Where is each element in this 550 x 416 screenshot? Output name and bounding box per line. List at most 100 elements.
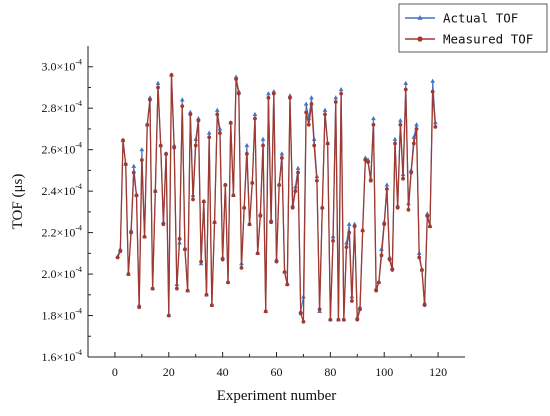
- data-point-circle: [398, 122, 403, 127]
- y-tick-label: 2.2×10-4: [42, 224, 82, 240]
- legend: Actual TOF Measured TOF: [398, 3, 548, 53]
- data-point-circle: [271, 91, 276, 96]
- data-point-circle: [215, 112, 220, 117]
- data-point-circle: [266, 95, 271, 100]
- data-point-circle: [314, 178, 319, 183]
- data-point-circle: [379, 253, 384, 258]
- data-point-circle: [185, 288, 190, 293]
- data-point-circle: [358, 307, 362, 312]
- data-point-circle: [395, 205, 400, 210]
- data-point-circle: [409, 170, 414, 175]
- data-point-circle: [253, 116, 257, 121]
- data-point-triangle: [131, 163, 137, 168]
- y-tick-label: 1.6×10-4: [42, 348, 82, 364]
- data-point-circle: [304, 110, 309, 115]
- data-point-circle: [355, 317, 360, 322]
- data-point-circle: [350, 299, 354, 303]
- data-point-circle: [309, 102, 314, 106]
- data-point-circle: [420, 268, 424, 272]
- data-point-triangle: [392, 136, 398, 141]
- series-actual-tof: [115, 72, 438, 322]
- data-point-circle: [228, 120, 233, 125]
- data-point-circle: [422, 303, 427, 308]
- data-point-circle: [131, 170, 136, 175]
- data-point-circle: [145, 122, 150, 127]
- data-point-circle: [347, 230, 352, 235]
- data-point-circle: [204, 292, 209, 297]
- data-point-circle: [417, 255, 422, 260]
- data-point-circle: [301, 319, 306, 324]
- legend-marker-triangle-icon: [417, 15, 423, 20]
- y-tick-label: 2.0×10-4: [42, 265, 82, 281]
- data-point-triangle: [424, 211, 430, 216]
- data-point-circle: [250, 180, 255, 185]
- legend-item-measured-tof: Measured TOF: [405, 32, 533, 47]
- data-point-circle: [269, 220, 274, 225]
- legend-box: [398, 3, 548, 53]
- data-point-circle: [290, 205, 295, 210]
- data-point-circle: [156, 85, 160, 90]
- data-point-triangle: [279, 151, 285, 156]
- y-tick-label: 3.0×10-4: [42, 58, 82, 74]
- data-point-circle: [425, 214, 430, 218]
- data-point-triangle: [398, 118, 403, 123]
- data-point-triangle: [187, 109, 193, 114]
- data-point-triangle: [260, 136, 266, 141]
- data-point-circle: [193, 143, 198, 148]
- y-tick-label: 1.8×10-4: [42, 307, 82, 323]
- data-point-triangle: [179, 97, 185, 102]
- data-point-triangle: [384, 182, 390, 187]
- x-tick-label: 120: [429, 365, 447, 379]
- data-point-circle: [371, 122, 376, 127]
- data-point-triangle: [139, 147, 145, 152]
- data-point-circle: [390, 268, 395, 272]
- data-point-circle: [263, 309, 268, 314]
- data-point-circle: [428, 224, 432, 229]
- data-point-triangle: [295, 165, 301, 170]
- data-point-circle: [142, 234, 147, 239]
- data-point-circle: [403, 87, 408, 92]
- data-point-circle: [150, 286, 155, 291]
- data-point-circle: [360, 228, 365, 233]
- data-point-circle: [242, 205, 247, 210]
- axes: 0 20 40 60 80 100 120 1.6×10-4 1.8×10-4 2.0×10-4 2…: [42, 46, 465, 379]
- data-point-circle: [174, 286, 179, 291]
- data-point-triangle: [155, 80, 161, 85]
- data-point-circle: [376, 280, 381, 285]
- data-point-circle: [148, 98, 152, 102]
- data-point-circle: [344, 245, 349, 250]
- data-point-triangle: [271, 89, 277, 94]
- y-tick-label: 2.4×10-4: [42, 182, 82, 198]
- data-point-circle: [137, 305, 142, 310]
- x-tick-label: 100: [375, 365, 393, 379]
- series-line: [117, 74, 437, 323]
- data-point-circle: [366, 160, 370, 165]
- data-point-circle: [277, 183, 282, 187]
- data-point-triangle: [352, 221, 357, 226]
- data-point-circle: [288, 95, 292, 100]
- y-tick-label: 2.8×10-4: [42, 99, 82, 115]
- data-point-circle: [279, 156, 284, 160]
- data-point-triangle: [266, 91, 271, 96]
- data-point-circle: [196, 118, 201, 123]
- data-point-circle: [401, 176, 405, 181]
- data-point-circle: [201, 199, 206, 204]
- data-point-circle: [220, 257, 225, 262]
- data-point-circle: [433, 124, 438, 129]
- data-point-circle: [166, 313, 171, 318]
- data-point-circle: [282, 270, 287, 274]
- data-point-circle: [183, 247, 187, 252]
- data-point-triangle: [363, 155, 368, 160]
- data-point-triangle: [414, 122, 419, 127]
- data-point-circle: [274, 259, 279, 264]
- series-measured-tof: [115, 73, 438, 324]
- data-point-circle: [341, 317, 346, 322]
- data-point-circle: [218, 131, 222, 135]
- legend-label-actual-tof: Actual TOF: [443, 11, 518, 26]
- legend-label-measured-tof: Measured TOF: [443, 32, 533, 47]
- data-point-circle: [382, 222, 387, 227]
- data-point-circle: [118, 249, 123, 254]
- data-point-triangle: [346, 221, 352, 226]
- x-tick-label: 20: [163, 365, 175, 379]
- data-point-circle: [368, 178, 373, 183]
